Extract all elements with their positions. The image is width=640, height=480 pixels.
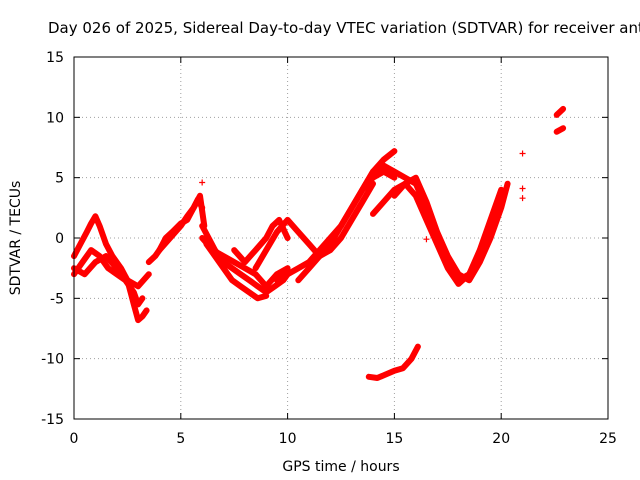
y-tick-label: -15 [41,412,64,428]
series-trace-j [252,180,376,272]
series-trace-g [199,235,291,290]
y-axis-label: SDTVAR / TECUs [8,181,24,296]
y-tick-label: 10 [46,110,64,126]
series-trace-n [370,180,505,287]
series-trace-o [391,174,511,284]
x-axis-label: GPS time / hours [282,459,399,475]
series-trace-e [156,192,208,254]
x-tick-label: 0 [70,431,79,447]
x-tick-label: 5 [176,431,185,447]
series-trace-r [553,125,567,135]
x-tick-label: 20 [492,431,510,447]
plus-marker [519,195,526,202]
series-trace-b [71,247,146,308]
series-trace-h [203,241,270,302]
plus-marker [199,179,206,186]
plus-marker [519,185,526,192]
series-trace-i [231,216,291,266]
data-traces [71,105,567,381]
y-tick-label: 5 [55,171,64,187]
y-tick-label: -5 [50,291,64,307]
y-tick-label: -10 [41,352,64,368]
tick-labels: 0 5 10 15 20 25 -15 -10 -5 0 5 10 15 [41,50,617,447]
y-tick-label: 0 [55,231,64,247]
series-trace-a [71,213,150,324]
y-tick-label: 15 [46,50,64,66]
x-tick-label: 15 [385,431,403,447]
series-trace-c [71,253,152,290]
plus-marker [423,236,430,243]
axis-ticks [73,56,609,420]
data-points [199,150,526,243]
series-trace-q [553,105,567,118]
plus-marker [519,150,526,157]
chart-title: Day 026 of 2025, Sidereal Day-to-day VTE… [48,19,640,37]
x-tick-label: 10 [279,431,297,447]
x-tick-label: 25 [599,431,617,447]
series-trace-p [365,343,421,381]
